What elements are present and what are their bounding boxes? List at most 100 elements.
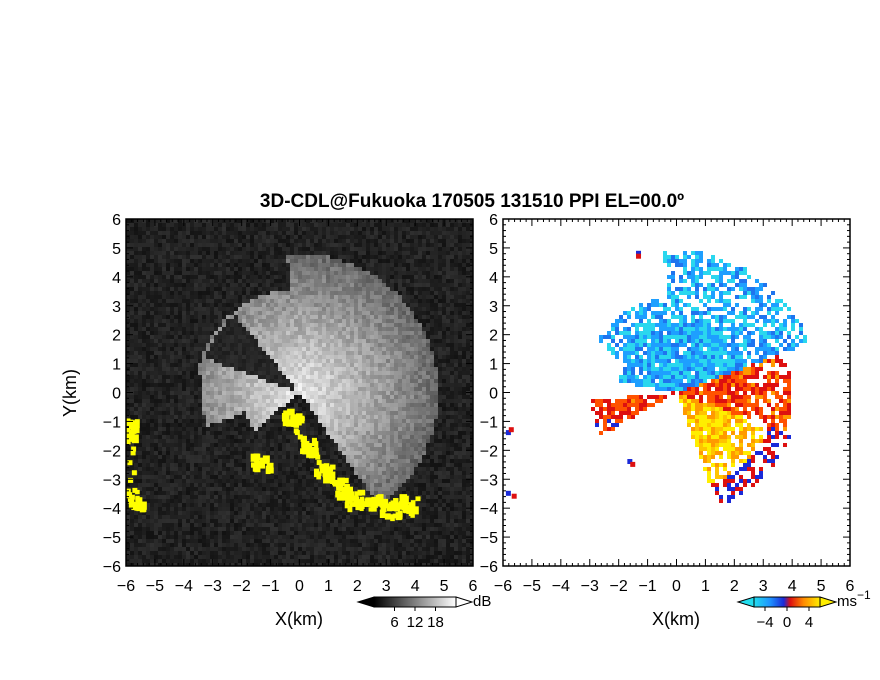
snr-pixel bbox=[422, 399, 426, 403]
snr-pixel bbox=[370, 419, 374, 423]
snr-pixel bbox=[130, 279, 134, 283]
snr-pixel bbox=[462, 395, 466, 399]
snr-pixel bbox=[178, 323, 182, 327]
snr-pixel bbox=[126, 299, 130, 303]
snr-pixel bbox=[410, 259, 414, 263]
snr-pixel bbox=[210, 359, 214, 363]
snr-pixel bbox=[378, 423, 382, 427]
snr-pixel bbox=[470, 291, 473, 295]
snr-pixel bbox=[346, 227, 350, 231]
snr-pixel bbox=[190, 251, 194, 255]
snr-pixel bbox=[374, 335, 378, 339]
snr-pixel bbox=[174, 299, 178, 303]
snr-pixel bbox=[338, 355, 342, 359]
snr-pixel bbox=[406, 311, 410, 315]
snr-pixel bbox=[314, 415, 318, 419]
snr-pixel bbox=[406, 375, 410, 379]
snr-pixel bbox=[154, 371, 158, 375]
snr-pixel bbox=[290, 347, 294, 351]
snr-pixel bbox=[198, 411, 202, 415]
snr-pixel bbox=[218, 327, 222, 331]
snr-pixel bbox=[370, 315, 374, 319]
snr-pixel bbox=[158, 371, 162, 375]
snr-pixel bbox=[230, 367, 234, 371]
snr-pixel bbox=[290, 427, 294, 431]
snr-pixel bbox=[342, 251, 346, 255]
snr-pixel bbox=[318, 355, 322, 359]
snr-pixel bbox=[218, 283, 222, 287]
snr-pixel bbox=[130, 243, 134, 247]
snr-pixel bbox=[382, 251, 386, 255]
snr-pixel bbox=[166, 255, 170, 259]
snr-pixel bbox=[190, 327, 194, 331]
snr-pixel bbox=[414, 443, 418, 447]
snr-pixel bbox=[370, 275, 374, 279]
snr-pixel bbox=[314, 243, 318, 247]
snr-pixel bbox=[278, 391, 282, 395]
snr-pixel bbox=[334, 363, 338, 367]
snr-pixel bbox=[334, 315, 338, 319]
snr-pixel bbox=[378, 367, 382, 371]
snr-pixel bbox=[154, 259, 158, 263]
snr-pixel bbox=[242, 407, 246, 411]
snr-pixel bbox=[318, 235, 322, 239]
snr-pixel bbox=[418, 251, 422, 255]
snr-pixel bbox=[162, 447, 166, 451]
snr-pixel bbox=[150, 243, 154, 247]
snr-pixel bbox=[414, 355, 418, 359]
snr-pixel bbox=[322, 419, 326, 423]
snr-pixel bbox=[334, 279, 338, 283]
snr-pixel bbox=[398, 355, 402, 359]
snr-pixel bbox=[386, 439, 390, 443]
snr-pixel bbox=[242, 427, 246, 431]
snr-pixel bbox=[290, 247, 294, 251]
snr-pixel bbox=[406, 287, 410, 291]
snr-pixel bbox=[246, 279, 250, 283]
snr-pixel bbox=[238, 223, 242, 227]
snr-pixel bbox=[370, 335, 374, 339]
snr-pixel bbox=[438, 375, 442, 379]
snr-pixel bbox=[354, 263, 358, 267]
snr-pixel bbox=[426, 307, 430, 311]
snr-pixel bbox=[174, 419, 178, 423]
snr-pixel bbox=[426, 311, 430, 315]
snr-pixel bbox=[386, 319, 390, 323]
snr-pixel bbox=[234, 311, 238, 315]
snr-pixel bbox=[310, 351, 314, 355]
snr-pixel bbox=[314, 419, 318, 423]
snr-pixel bbox=[174, 391, 178, 395]
snr-pixel bbox=[126, 279, 130, 283]
snr-pixel bbox=[186, 251, 190, 255]
snr-pixel bbox=[138, 319, 142, 323]
snr-pixel bbox=[146, 247, 150, 251]
snr-pixel bbox=[386, 275, 390, 279]
snr-pixel bbox=[202, 427, 206, 431]
snr-pixel bbox=[358, 251, 362, 255]
snr-pixel bbox=[334, 219, 338, 223]
snr-pixel bbox=[242, 379, 246, 383]
snr-pixel bbox=[210, 311, 214, 315]
snr-pixel bbox=[338, 239, 342, 243]
snr-pixel bbox=[326, 295, 330, 299]
snr-pixel bbox=[286, 239, 290, 243]
snr-pixel bbox=[130, 283, 134, 287]
snr-pixel bbox=[310, 315, 314, 319]
snr-pixel bbox=[470, 279, 473, 283]
snr-pixel bbox=[410, 263, 414, 267]
snr-pixel bbox=[418, 359, 422, 363]
snr-pixel bbox=[406, 351, 410, 355]
snr-pixel bbox=[306, 415, 310, 419]
snr-pixel bbox=[258, 371, 262, 375]
snr-pixel bbox=[422, 419, 426, 423]
snr-pixel bbox=[406, 295, 410, 299]
snr-pixel bbox=[142, 403, 146, 407]
snr-pixel bbox=[126, 395, 130, 399]
snr-pixel bbox=[138, 435, 142, 439]
snr-pixel bbox=[438, 423, 442, 427]
snr-pixel bbox=[394, 371, 398, 375]
snr-pixel bbox=[346, 251, 350, 255]
snr-pixel bbox=[462, 303, 466, 307]
snr-pixel bbox=[470, 235, 473, 239]
snr-pixel bbox=[214, 351, 218, 355]
snr-pixel bbox=[378, 287, 382, 291]
